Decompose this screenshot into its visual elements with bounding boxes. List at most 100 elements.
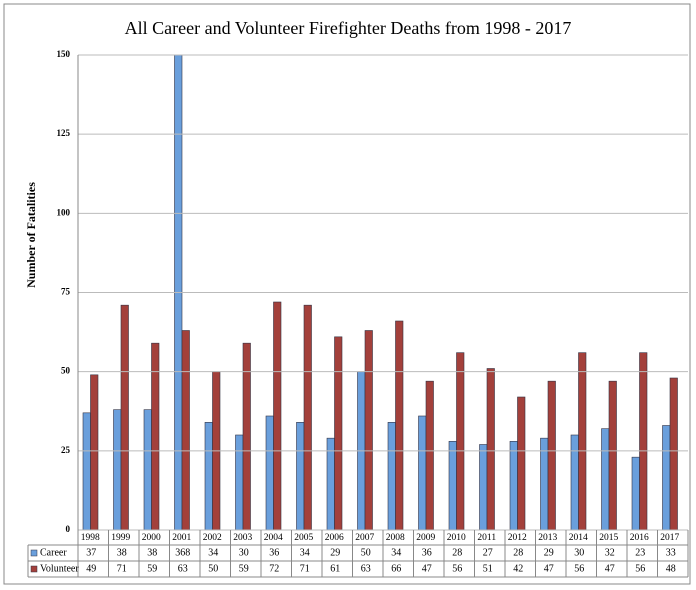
y-tick-label: 75 (61, 287, 71, 297)
table-value: 59 (147, 563, 157, 574)
bar (456, 352, 465, 530)
bar (448, 441, 457, 530)
table-value: 51 (483, 563, 493, 574)
bar (181, 330, 190, 530)
x-tick-label: 2004 (264, 533, 283, 543)
bar (296, 422, 305, 530)
table-value: 49 (86, 563, 96, 574)
legend-key (30, 565, 38, 573)
bar (265, 415, 274, 530)
x-tick-label: 2015 (599, 533, 618, 543)
table-value: 50 (361, 547, 371, 558)
bar (639, 352, 648, 530)
table-value: 34 (208, 547, 218, 558)
bar (364, 330, 373, 530)
bar (120, 304, 129, 530)
bar (143, 409, 152, 530)
x-tick-label: 2010 (447, 533, 466, 543)
bar (669, 377, 678, 530)
bar (479, 444, 488, 530)
x-tick-label: 2005 (294, 533, 313, 543)
table-value: 29 (544, 547, 554, 558)
x-tick-label: 2009 (416, 533, 435, 543)
table-value: 47 (422, 563, 432, 574)
table-value: 71 (300, 563, 310, 574)
bar (204, 422, 213, 530)
table-value: 30 (574, 547, 584, 558)
x-tick-label: 2008 (386, 533, 405, 543)
bar (387, 422, 396, 530)
bar (425, 380, 434, 530)
table-value: 61 (330, 563, 340, 574)
bar (601, 428, 610, 530)
table-value: 36 (422, 547, 432, 558)
table-value: 27 (483, 547, 493, 558)
y-tick-label: 125 (57, 128, 71, 138)
bar (540, 437, 549, 530)
bar (418, 415, 427, 530)
table-value: 34 (300, 547, 310, 558)
x-tick-label: 2003 (233, 533, 252, 543)
x-tick-label: 2017 (660, 533, 679, 543)
table-value: 33 (666, 547, 676, 558)
table-value: 56 (452, 563, 462, 574)
legend-label: Career (40, 547, 67, 558)
table-value: 30 (239, 547, 249, 558)
table-value: 368 (175, 547, 190, 558)
x-tick-label: 2002 (203, 533, 222, 543)
bar (631, 456, 640, 530)
table-value: 71 (117, 563, 127, 574)
legend-label: Volunteer (40, 563, 79, 574)
table-value: 56 (635, 563, 645, 574)
table-value: 56 (574, 563, 584, 574)
bar (395, 320, 404, 530)
table-value: 28 (452, 547, 462, 558)
bar (326, 437, 335, 530)
x-tick-label: 2001 (172, 533, 191, 543)
table-value: 23 (635, 547, 645, 558)
table-value: 32 (605, 547, 615, 558)
bar (486, 368, 495, 530)
y-tick-label: 150 (57, 49, 71, 59)
x-tick-label: 2014 (569, 533, 588, 543)
bar (303, 304, 312, 530)
bar (82, 412, 91, 530)
table-value: 42 (513, 563, 523, 574)
table-value: 47 (544, 563, 554, 574)
y-tick-label: 0 (66, 524, 71, 534)
y-axis-label: Number of Fatalities (24, 182, 38, 288)
x-tick-label: 2012 (508, 533, 527, 543)
x-tick-label: 2013 (538, 533, 557, 543)
x-tick-label: 2016 (630, 533, 649, 543)
y-tick-label: 25 (61, 445, 71, 455)
x-tick-label: 2011 (477, 533, 496, 543)
table-value: 29 (330, 547, 340, 558)
table-value: 72 (269, 563, 279, 574)
bar (235, 434, 244, 530)
bar (90, 374, 99, 530)
frame (3, 3, 691, 585)
table-value: 47 (605, 563, 615, 574)
table-value: 34 (391, 547, 401, 558)
bar (509, 441, 518, 530)
bar (662, 425, 671, 530)
table-value: 59 (239, 563, 249, 574)
table-value: 36 (269, 547, 279, 558)
bar (578, 352, 587, 530)
bar (334, 336, 343, 530)
table-value: 63 (361, 563, 371, 574)
table-value: 66 (391, 563, 401, 574)
x-tick-label: 2006 (325, 533, 344, 543)
x-tick-label: 2007 (355, 533, 374, 543)
table-value: 37 (86, 547, 96, 558)
legend-key (30, 549, 38, 557)
table-value: 63 (178, 563, 188, 574)
bar (570, 434, 579, 530)
bar (113, 409, 122, 530)
bar (517, 396, 526, 530)
chart-title: All Career and Volunteer Firefighter Dea… (125, 18, 572, 38)
table-value: 48 (666, 563, 676, 574)
x-tick-label: 2000 (142, 533, 161, 543)
bar (547, 380, 556, 530)
